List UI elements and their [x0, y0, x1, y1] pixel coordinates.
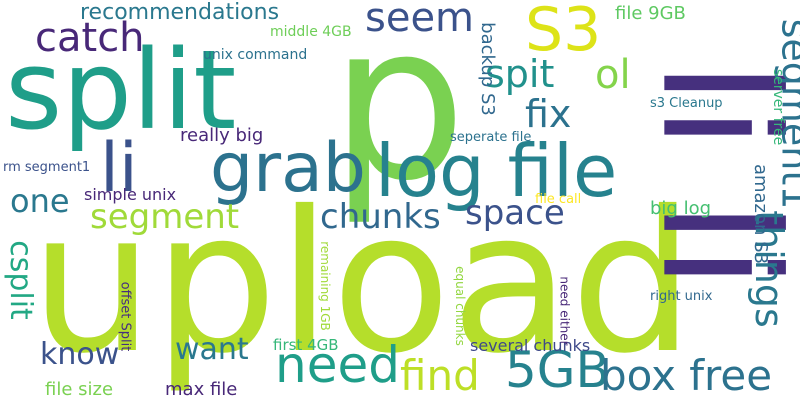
word-really-big: really big — [180, 125, 264, 146]
word-catch: catch — [35, 15, 145, 61]
word-remaining-1gb: remaining 1GB — [317, 241, 332, 331]
word-unix-command: unix command — [203, 47, 308, 63]
word-seem: seem — [365, 0, 475, 41]
word-backup-s3: backup S3 — [476, 22, 498, 116]
word-split: split — [5, 26, 237, 154]
word-amazon-s3: amazon S3 — [750, 163, 772, 265]
word-recommendations: recommendations — [80, 0, 280, 25]
word-li-small: li — [100, 129, 138, 208]
word-middle-4gb: middle 4GB — [270, 24, 352, 40]
word-max-file: max file — [165, 379, 238, 400]
word-file-size: file size — [45, 379, 114, 400]
word-file-9gb: file 9GB — [615, 3, 686, 24]
word-upload: upload — [30, 169, 695, 396]
word-need: need — [275, 336, 400, 394]
word-log-file: log file — [375, 129, 618, 213]
word-want: want — [175, 332, 249, 367]
word-chunks-big: chunks — [320, 197, 441, 237]
word-find: find — [400, 351, 480, 400]
word-seperate-file: seperate file — [450, 130, 532, 145]
word-p: p — [330, 0, 467, 228]
word-segment: segment — [90, 197, 240, 237]
word-server-free: server free — [770, 68, 787, 146]
word-space: space — [465, 193, 565, 233]
word-simple-unix: simple unix — [84, 185, 177, 204]
word-s3-cleanup: s3 Cleanup — [650, 96, 723, 111]
word-equal-chunks: equal chunks — [452, 266, 467, 346]
word-know: know — [40, 337, 120, 372]
word-several-chunks: several chunks — [470, 336, 591, 355]
word-first-4gb: first 4GB — [273, 336, 339, 354]
word-box-free: box free — [600, 351, 773, 400]
word-5gb: 5GB — [505, 341, 610, 399]
word-csplit: csplit — [2, 240, 38, 320]
word-offset-split: offset Split — [117, 281, 133, 352]
word-right-unix: right unix — [650, 289, 713, 304]
word-one: one — [10, 182, 70, 220]
word-file-call: file call — [535, 192, 582, 207]
word-s3-big: S3 — [525, 0, 602, 65]
word-big-log: big log — [650, 198, 712, 219]
word-rm-segment1: rm segment1 — [3, 160, 91, 175]
word-grab: grab — [210, 129, 366, 208]
word-need-either: need either — [557, 276, 572, 346]
word-fix: fix — [525, 92, 572, 136]
word-spit: spit — [485, 52, 555, 96]
word-ol: ol — [595, 52, 631, 98]
